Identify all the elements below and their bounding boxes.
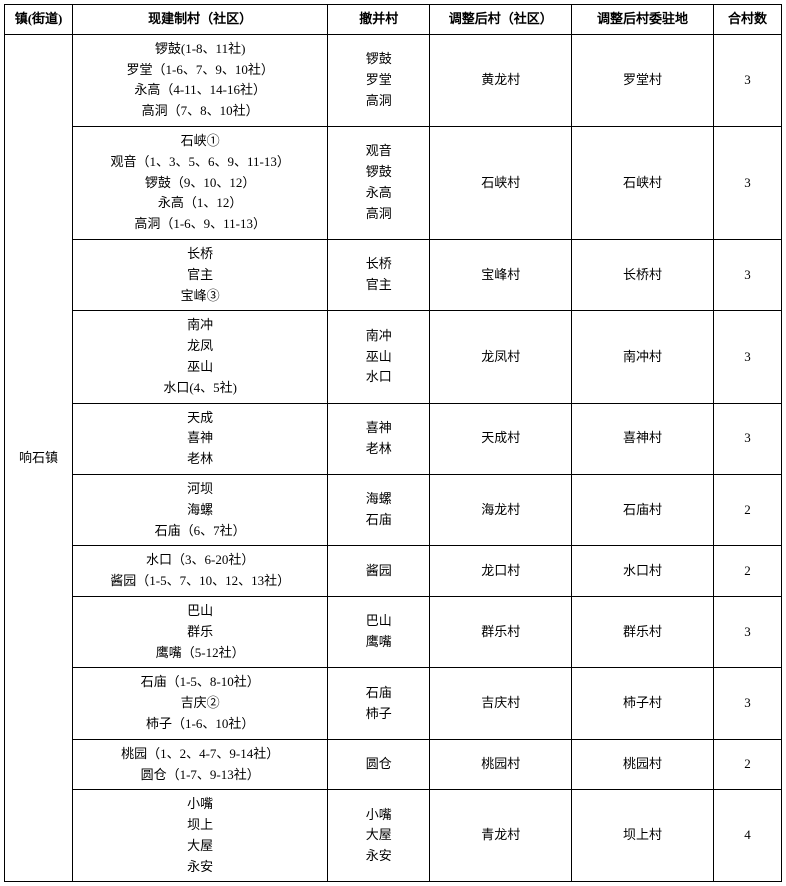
- current-cell: 石峡① 观音（1、3、5、6、9、11-13） 锣鼓（9、10、12） 永高（1…: [73, 126, 328, 239]
- seat-cell: 罗堂村: [572, 34, 714, 126]
- merge-cell: 石庙 柿子: [328, 668, 430, 739]
- count-cell: 3: [713, 126, 781, 239]
- header-town: 镇(街道): [5, 5, 73, 35]
- current-cell: 小嘴 坝上 大屋 永安: [73, 790, 328, 882]
- table-row: 响石镇锣鼓(1-8、11社) 罗堂（1-6、7、9、10社） 永高（4-11、1…: [5, 34, 782, 126]
- after-cell: 桃园村: [430, 739, 572, 790]
- merge-cell: 南冲 巫山 水口: [328, 311, 430, 403]
- count-cell: 2: [713, 474, 781, 545]
- seat-cell: 长桥村: [572, 239, 714, 310]
- merge-cell: 喜神 老林: [328, 403, 430, 474]
- header-current: 现建制村（社区）: [73, 5, 328, 35]
- merge-cell: 长桥 官主: [328, 239, 430, 310]
- header-row: 镇(街道) 现建制村（社区） 撤并村 调整后村（社区） 调整后村委驻地 合村数: [5, 5, 782, 35]
- seat-cell: 桃园村: [572, 739, 714, 790]
- merge-cell: 观音 锣鼓 永高 高洞: [328, 126, 430, 239]
- current-cell: 石庙（1-5、8-10社） 吉庆② 柿子（1-6、10社）: [73, 668, 328, 739]
- after-cell: 石峡村: [430, 126, 572, 239]
- table-body: 响石镇锣鼓(1-8、11社) 罗堂（1-6、7、9、10社） 永高（4-11、1…: [5, 34, 782, 882]
- merge-cell: 圆仓: [328, 739, 430, 790]
- current-cell: 锣鼓(1-8、11社) 罗堂（1-6、7、9、10社） 永高（4-11、14-1…: [73, 34, 328, 126]
- merge-cell: 巴山 鹰嘴: [328, 596, 430, 667]
- table-row: 南冲 龙凤 巫山 水口(4、5社)南冲 巫山 水口龙凤村南冲村3: [5, 311, 782, 403]
- header-seat: 调整后村委驻地: [572, 5, 714, 35]
- after-cell: 黄龙村: [430, 34, 572, 126]
- after-cell: 海龙村: [430, 474, 572, 545]
- count-cell: 3: [713, 596, 781, 667]
- seat-cell: 柿子村: [572, 668, 714, 739]
- table-row: 石庙（1-5、8-10社） 吉庆② 柿子（1-6、10社）石庙 柿子吉庆村柿子村…: [5, 668, 782, 739]
- current-cell: 南冲 龙凤 巫山 水口(4、5社): [73, 311, 328, 403]
- after-cell: 宝峰村: [430, 239, 572, 310]
- merge-cell: 锣鼓 罗堂 高洞: [328, 34, 430, 126]
- after-cell: 龙口村: [430, 546, 572, 597]
- seat-cell: 喜神村: [572, 403, 714, 474]
- header-count: 合村数: [713, 5, 781, 35]
- current-cell: 巴山 群乐 鹰嘴（5-12社）: [73, 596, 328, 667]
- count-cell: 2: [713, 546, 781, 597]
- table-row: 巴山 群乐 鹰嘴（5-12社）巴山 鹰嘴群乐村群乐村3: [5, 596, 782, 667]
- merge-cell: 海螺 石庙: [328, 474, 430, 545]
- merge-cell: 酱园: [328, 546, 430, 597]
- current-cell: 桃园（1、2、4-7、9-14社） 圆仓（1-7、9-13社）: [73, 739, 328, 790]
- table-row: 河坝 海螺 石庙（6、7社）海螺 石庙海龙村石庙村2: [5, 474, 782, 545]
- town-cell: 响石镇: [5, 34, 73, 882]
- after-cell: 吉庆村: [430, 668, 572, 739]
- seat-cell: 水口村: [572, 546, 714, 597]
- seat-cell: 南冲村: [572, 311, 714, 403]
- table-row: 天成 喜神 老林喜神 老林天成村喜神村3: [5, 403, 782, 474]
- table-row: 小嘴 坝上 大屋 永安小嘴 大屋 永安青龙村坝上村4: [5, 790, 782, 882]
- after-cell: 龙凤村: [430, 311, 572, 403]
- village-merge-table: 镇(街道) 现建制村（社区） 撤并村 调整后村（社区） 调整后村委驻地 合村数 …: [4, 4, 782, 882]
- merge-cell: 小嘴 大屋 永安: [328, 790, 430, 882]
- seat-cell: 群乐村: [572, 596, 714, 667]
- count-cell: 3: [713, 239, 781, 310]
- count-cell: 2: [713, 739, 781, 790]
- seat-cell: 石庙村: [572, 474, 714, 545]
- after-cell: 青龙村: [430, 790, 572, 882]
- seat-cell: 石峡村: [572, 126, 714, 239]
- count-cell: 4: [713, 790, 781, 882]
- after-cell: 群乐村: [430, 596, 572, 667]
- table-row: 水口（3、6-20社） 酱园（1-5、7、10、12、13社）酱园龙口村水口村2: [5, 546, 782, 597]
- table-row: 桃园（1、2、4-7、9-14社） 圆仓（1-7、9-13社）圆仓桃园村桃园村2: [5, 739, 782, 790]
- current-cell: 水口（3、6-20社） 酱园（1-5、7、10、12、13社）: [73, 546, 328, 597]
- seat-cell: 坝上村: [572, 790, 714, 882]
- count-cell: 3: [713, 34, 781, 126]
- header-after: 调整后村（社区）: [430, 5, 572, 35]
- current-cell: 天成 喜神 老林: [73, 403, 328, 474]
- current-cell: 长桥 官主 宝峰③: [73, 239, 328, 310]
- after-cell: 天成村: [430, 403, 572, 474]
- count-cell: 3: [713, 668, 781, 739]
- count-cell: 3: [713, 403, 781, 474]
- current-cell: 河坝 海螺 石庙（6、7社）: [73, 474, 328, 545]
- header-merge: 撤并村: [328, 5, 430, 35]
- count-cell: 3: [713, 311, 781, 403]
- table-row: 长桥 官主 宝峰③长桥 官主宝峰村长桥村3: [5, 239, 782, 310]
- table-row: 石峡① 观音（1、3、5、6、9、11-13） 锣鼓（9、10、12） 永高（1…: [5, 126, 782, 239]
